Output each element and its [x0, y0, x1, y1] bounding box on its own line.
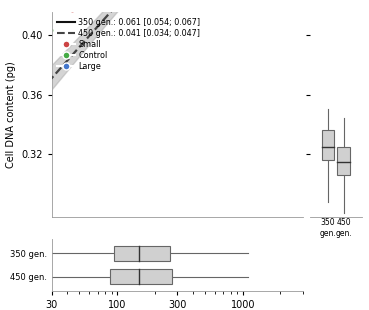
- FancyBboxPatch shape: [114, 246, 170, 261]
- Point: [20, 38, 26, 43]
- FancyBboxPatch shape: [337, 147, 350, 175]
- Legend: 350 gen.: 0.061 [0.054; 0.067], 450 gen.: 0.041 [0.034; 0.047], Small, Control, : 350 gen.: 0.061 [0.054; 0.067], 450 gen.…: [56, 16, 202, 73]
- Point: [69, 9, 75, 14]
- Point: [49, 27, 55, 32]
- Y-axis label: Cell DNA content (pg): Cell DNA content (pg): [6, 61, 15, 168]
- FancyBboxPatch shape: [110, 269, 172, 284]
- Point: [58, 2, 64, 7]
- FancyBboxPatch shape: [321, 131, 334, 160]
